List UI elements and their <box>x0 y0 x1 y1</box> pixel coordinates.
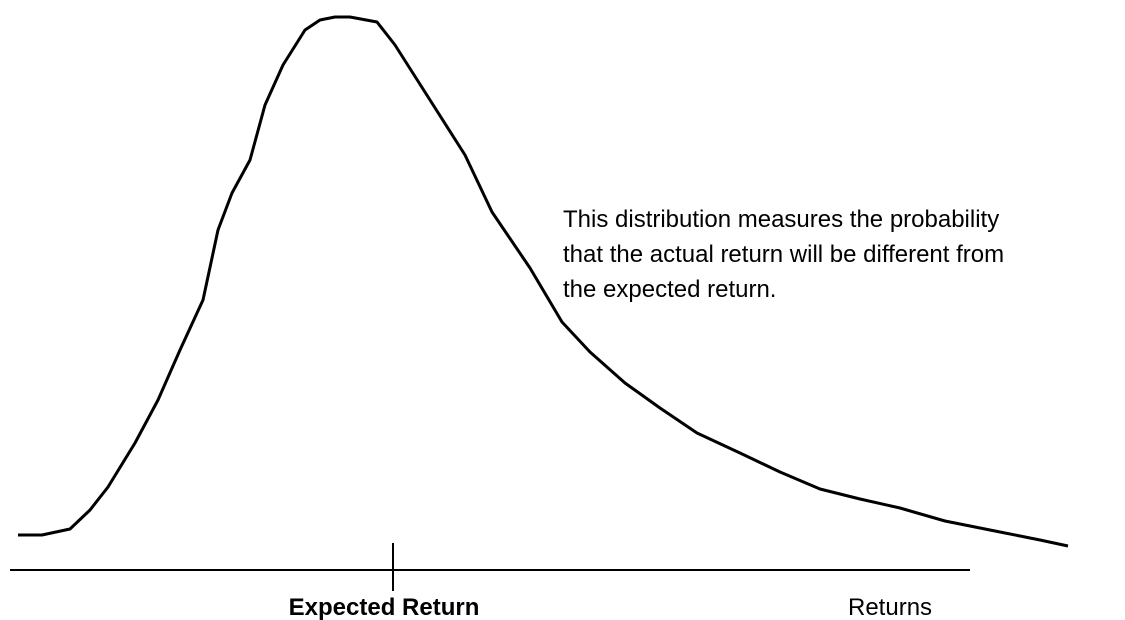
annotation-line: the expected return. <box>563 276 776 303</box>
annotation-line: that the actual return will be different… <box>563 241 1004 268</box>
expected-return-label: Expected Return <box>289 594 480 620</box>
returns-label: Returns <box>848 594 932 620</box>
annotation-line: This distribution measures the probabili… <box>563 206 999 233</box>
distribution-curve <box>18 15 1069 548</box>
